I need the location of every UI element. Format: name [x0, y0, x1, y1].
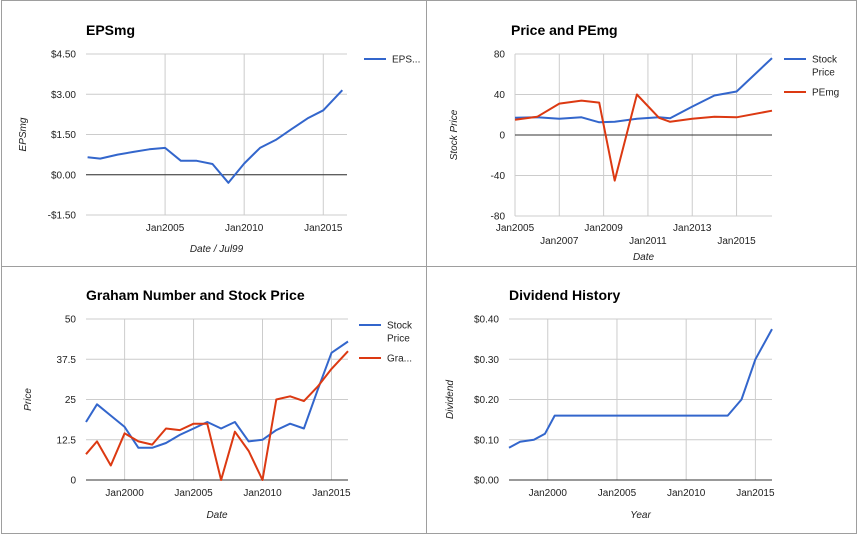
x-tick-label: Jan2013 — [673, 223, 712, 234]
x-tick-label: Jan2010 — [667, 488, 706, 499]
price-pe-chart: Price and PEmg -80 -40 0 40 80 Jan2005 Jan2007 J… — [449, 22, 839, 263]
y-tick-label: $0.00 — [474, 476, 499, 487]
x-tick-label: Jan2005 — [496, 223, 535, 234]
x-axis-label: Year — [630, 510, 651, 521]
price-pe-chart-panel: Price and PEmg -80 -40 0 40 80 Jan2005 Jan2007 J… — [426, 0, 857, 267]
y-tick-label: 50 — [65, 315, 77, 326]
x-tick-label: Jan2010 — [225, 223, 264, 234]
legend-label: Stock Price — [387, 321, 413, 345]
series-line-1 — [514, 93, 773, 182]
y-tick-label: $0.40 — [474, 315, 499, 326]
x-tick-label: Jan2015 — [312, 488, 351, 499]
x-axis-label: Date — [206, 510, 228, 521]
chart-title: Price and PEmg — [511, 22, 618, 38]
y-axis-label: Dividend — [445, 380, 456, 419]
dividend-chart-panel: Dividend History $0.00 $0.10 $0.20 $0.30 $0.4… — [426, 266, 857, 534]
y-tick-label: $1.50 — [51, 130, 76, 141]
dividend-chart: Dividend History $0.00 $0.10 $0.20 $0.30 $0.4… — [445, 287, 775, 521]
y-tick-label: 12.5 — [57, 435, 77, 446]
graham-number-chart-panel: Graham Number and Stock Price 0 12.5 25 37.5… — [1, 266, 427, 534]
x-tick-label: Jan2015 — [717, 236, 756, 247]
x-tick-label: Jan2011 — [629, 236, 667, 247]
y-tick-label: 0 — [499, 131, 505, 142]
x-tick-label: Jan2005 — [174, 488, 213, 499]
y-tick-label: $0.10 — [474, 435, 499, 446]
y-tick-label: 40 — [494, 90, 506, 101]
legend-label: Stock Price — [812, 55, 838, 79]
y-tick-label: 80 — [494, 50, 506, 61]
series-line-0 — [85, 340, 349, 449]
y-tick-label: 0 — [70, 476, 76, 487]
y-tick-label: $0.30 — [474, 355, 499, 366]
chart-title: EPSmg — [86, 22, 135, 38]
y-axis-label: Stock Price — [449, 109, 460, 160]
y-tick-label: $0.20 — [474, 395, 499, 406]
x-tick-label: Jan2005 — [598, 488, 637, 499]
series-line-0 — [508, 328, 773, 449]
y-tick-label: $4.50 — [51, 50, 76, 61]
x-tick-label: Jan2000 — [529, 488, 568, 499]
chart-title: Dividend History — [509, 287, 620, 303]
legend-label: Gra... — [387, 354, 412, 365]
y-tick-label: 37.5 — [57, 355, 77, 366]
x-tick-label: Jan2015 — [304, 223, 343, 234]
series-line-1 — [85, 350, 349, 481]
y-axis-label: EPSmg — [18, 117, 29, 151]
x-tick-label: Jan2010 — [243, 488, 282, 499]
x-axis-label: Date / Jul99 — [190, 244, 244, 255]
series-line-0 — [87, 89, 344, 184]
y-tick-label: -$1.50 — [48, 211, 77, 222]
x-tick-label: Jan2015 — [736, 488, 775, 499]
x-tick-label: Jan2005 — [146, 223, 185, 234]
series-line-0 — [514, 57, 773, 124]
legend-label: PEmg — [812, 88, 839, 99]
x-axis-label: Date — [633, 252, 655, 263]
y-tick-label: 25 — [65, 395, 77, 406]
x-tick-label: Jan2000 — [105, 488, 144, 499]
y-tick-label: -80 — [491, 212, 506, 223]
y-tick-label: $0.00 — [51, 170, 76, 181]
graham-number-chart: Graham Number and Stock Price 0 12.5 25 37.5… — [23, 287, 413, 521]
x-tick-label: Jan2007 — [540, 236, 579, 247]
y-tick-label: $3.00 — [51, 90, 76, 101]
eps-chart: EPSmg -$1.50 $0.00 $1.50 $3.00 $4.50 Jan2005 Ja… — [18, 22, 420, 255]
legend-label: EPS... — [392, 55, 420, 66]
chart-title: Graham Number and Stock Price — [86, 287, 305, 303]
x-tick-label: Jan2009 — [584, 223, 623, 234]
y-tick-label: -40 — [491, 171, 506, 182]
y-axis-label: Price — [23, 388, 34, 411]
eps-chart-panel: EPSmg -$1.50 $0.00 $1.50 $3.00 $4.50 Jan2005 Ja… — [1, 0, 427, 267]
